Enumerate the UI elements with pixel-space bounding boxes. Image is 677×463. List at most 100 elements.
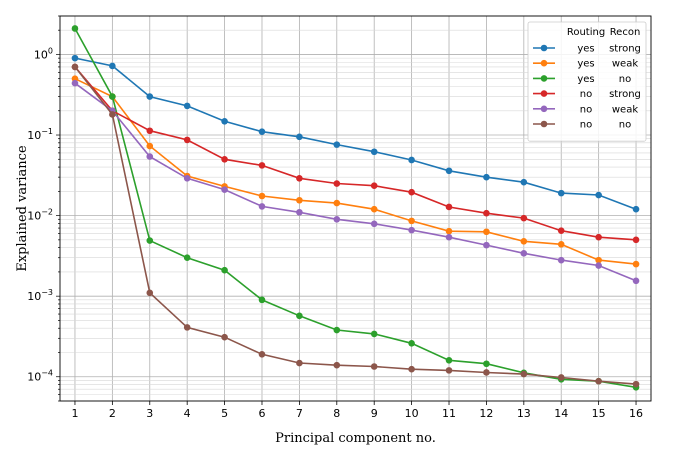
data-point	[183, 254, 191, 262]
data-point	[146, 93, 154, 100]
x-tick-label: 10	[405, 407, 419, 420]
data-point	[146, 142, 154, 150]
data-point	[221, 155, 228, 163]
data-point	[71, 25, 79, 32]
legend-recon-value: weak	[612, 104, 638, 115]
data-point	[370, 205, 378, 213]
x-tick-label: 5	[221, 407, 228, 420]
data-point	[370, 220, 378, 228]
data-point	[258, 162, 266, 169]
series-line	[74, 66, 637, 385]
data-point	[520, 178, 528, 186]
series-line	[74, 77, 637, 265]
x-tick-label: 1	[71, 407, 78, 420]
data-point	[183, 102, 191, 110]
data-point	[221, 333, 228, 341]
y-tick-label: 100	[34, 46, 53, 61]
data-point	[483, 241, 490, 249]
legend-swatch-marker	[540, 75, 548, 82]
x-tick-label: 7	[296, 407, 303, 420]
data-point	[146, 237, 154, 244]
data-point	[71, 54, 79, 62]
data-point	[595, 262, 602, 269]
x-axis-label: Principal component no.	[275, 431, 436, 446]
data-point	[483, 369, 490, 376]
y-axis-label: Explained variance	[15, 145, 30, 272]
data-point	[221, 266, 228, 274]
legend-recon-value: weak	[612, 59, 638, 70]
data-point	[595, 377, 602, 385]
data-point	[595, 256, 602, 264]
data-point	[258, 350, 266, 358]
data-point	[445, 203, 453, 211]
data-point	[408, 226, 415, 234]
data-point	[445, 167, 453, 175]
data-point	[296, 208, 303, 216]
data-point	[296, 196, 303, 204]
data-point	[333, 326, 341, 334]
data-point	[445, 367, 453, 374]
data-point	[632, 260, 640, 268]
legend-entry: yes strong	[533, 44, 641, 55]
data-point	[520, 250, 528, 257]
series-line	[74, 57, 637, 210]
legend-swatch-marker	[540, 44, 548, 52]
data-point	[109, 93, 116, 100]
legend-routing-value: yes	[577, 74, 594, 85]
legend-recon-value: strong	[609, 89, 641, 100]
data-point	[71, 63, 79, 71]
data-point	[333, 199, 341, 207]
series-no-no	[71, 63, 640, 388]
series-layer	[71, 25, 640, 391]
grid	[60, 15, 651, 402]
data-point	[520, 370, 528, 378]
legend-entry: yes no	[533, 74, 631, 85]
data-point	[483, 228, 490, 236]
data-point	[445, 356, 453, 364]
data-point	[557, 374, 565, 381]
data-point	[370, 182, 378, 189]
x-tick-label: 4	[184, 407, 191, 420]
data-point	[632, 236, 640, 244]
data-point	[109, 111, 116, 118]
legend-routing-value: no	[580, 104, 592, 115]
y-tick-label: 10−1	[27, 127, 53, 142]
legend-routing-value: no	[580, 120, 592, 131]
x-tick-label: 13	[517, 407, 531, 420]
data-point	[557, 241, 565, 248]
legend-routing-value: yes	[577, 44, 594, 55]
data-point	[408, 188, 415, 196]
data-point	[146, 289, 154, 297]
x-tick-label: 9	[371, 407, 378, 420]
legend-entry: no weak	[533, 104, 638, 115]
data-point	[221, 186, 228, 193]
data-point	[109, 62, 116, 70]
legend: Routing Recon yes strong yes weak yes no no str…	[527, 21, 647, 142]
data-point	[632, 205, 640, 213]
plot-frame	[59, 15, 652, 402]
legend-entry: no strong	[533, 89, 641, 100]
data-point	[333, 361, 341, 369]
data-point	[370, 330, 378, 338]
data-point	[71, 79, 79, 87]
x-tick-label: 15	[592, 407, 606, 420]
data-point	[370, 363, 378, 370]
legend-box	[527, 21, 647, 142]
legend-recon-value: no	[619, 74, 631, 85]
data-point	[146, 127, 154, 135]
data-point	[408, 340, 415, 347]
data-point	[483, 360, 490, 368]
y-tick-label: 10−4	[27, 369, 53, 384]
legend-routing-value: no	[580, 89, 592, 100]
data-point	[183, 324, 191, 331]
data-point	[483, 173, 490, 181]
series-yes-strong	[71, 54, 640, 213]
data-point	[595, 233, 602, 241]
data-point	[333, 141, 341, 148]
legend-swatch-marker	[540, 59, 548, 67]
ticks: 1 2 3 4 5 6 7 8 9 10 11 12 13 14 15 1610−410−310−210−11…	[27, 15, 643, 420]
x-tick-label: 16	[629, 407, 643, 420]
data-point	[296, 312, 303, 320]
y-tick-label: 10−2	[27, 208, 53, 223]
